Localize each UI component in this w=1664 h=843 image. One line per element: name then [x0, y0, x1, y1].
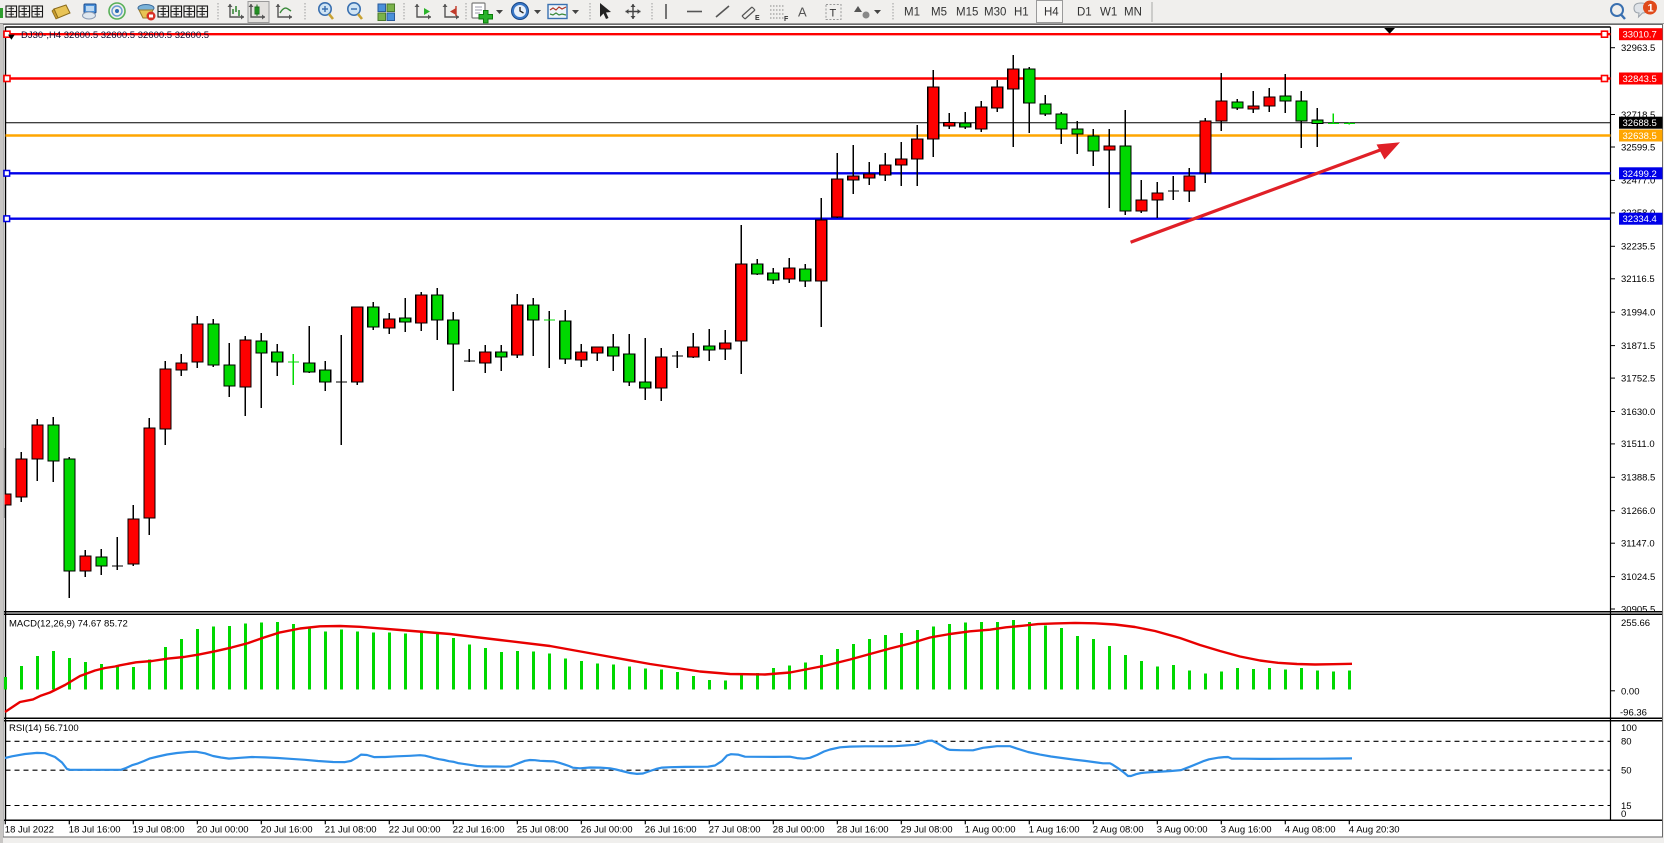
- svg-text:D1: D1: [1077, 7, 1092, 19]
- svg-text:32718.5: 32718.5: [1621, 110, 1655, 121]
- svg-text:18 Jul 16:00: 18 Jul 16:00: [69, 824, 121, 835]
- svg-text:31388.5: 31388.5: [1621, 473, 1655, 484]
- svg-text:M1: M1: [904, 7, 920, 19]
- svg-text:1 Aug 00:00: 1 Aug 00:00: [965, 824, 1016, 835]
- svg-text:20 Jul 16:00: 20 Jul 16:00: [261, 824, 313, 835]
- svg-text:M30: M30: [984, 7, 1006, 19]
- svg-text:0: 0: [1621, 809, 1626, 820]
- svg-text:100: 100: [1621, 723, 1637, 734]
- svg-text:F: F: [784, 16, 789, 23]
- svg-text:22 Jul 00:00: 22 Jul 00:00: [389, 824, 441, 835]
- svg-text:33010.7: 33010.7: [1623, 30, 1657, 41]
- svg-text:M15: M15: [956, 7, 978, 19]
- svg-text:4 Aug 20:30: 4 Aug 20:30: [1349, 824, 1400, 835]
- svg-text:31147.0: 31147.0: [1621, 539, 1655, 550]
- svg-text:3 Aug 00:00: 3 Aug 00:00: [1157, 824, 1208, 835]
- svg-text:18 Jul 2022: 18 Jul 2022: [5, 824, 54, 835]
- svg-text:1: 1: [1648, 3, 1654, 15]
- svg-text:0.00: 0.00: [1621, 686, 1640, 697]
- svg-text:MACD(12,26,9) 74.67 85.72: MACD(12,26,9) 74.67 85.72: [9, 619, 128, 630]
- svg-text:H4: H4: [1044, 7, 1059, 19]
- svg-text:32116.5: 32116.5: [1621, 274, 1655, 285]
- svg-text:RSI(14) 56.7100: RSI(14) 56.7100: [9, 723, 79, 734]
- svg-text:28 Jul 16:00: 28 Jul 16:00: [837, 824, 889, 835]
- svg-text:31871.5: 31871.5: [1621, 341, 1655, 352]
- svg-text:15: 15: [1621, 801, 1632, 812]
- svg-text:29 Jul 08:00: 29 Jul 08:00: [901, 824, 953, 835]
- svg-text:28 Jul 00:00: 28 Jul 00:00: [773, 824, 825, 835]
- svg-text:32235.5: 32235.5: [1621, 242, 1655, 253]
- svg-text:H1: H1: [1014, 7, 1029, 19]
- svg-text:25 Jul 08:00: 25 Jul 08:00: [517, 824, 569, 835]
- svg-text:31994.0: 31994.0: [1621, 308, 1655, 319]
- svg-text:19 Jul 08:00: 19 Jul 08:00: [133, 824, 185, 835]
- svg-text:255.66: 255.66: [1621, 618, 1650, 629]
- svg-text:31752.5: 31752.5: [1621, 373, 1655, 384]
- svg-text:32499.2: 32499.2: [1623, 169, 1657, 180]
- svg-text:-96.36: -96.36: [1620, 708, 1647, 719]
- svg-text:22 Jul 16:00: 22 Jul 16:00: [453, 824, 505, 835]
- svg-text:2 Aug 08:00: 2 Aug 08:00: [1093, 824, 1144, 835]
- svg-text:50: 50: [1621, 766, 1632, 777]
- svg-text:DJ30-,H4 32600.5 32600.5 32600: DJ30-,H4 32600.5 32600.5 32600.5 32600.5: [21, 30, 209, 41]
- svg-text:26 Jul 00:00: 26 Jul 00:00: [581, 824, 633, 835]
- svg-text:80: 80: [1621, 737, 1632, 748]
- svg-text:32638.5: 32638.5: [1623, 131, 1657, 142]
- svg-text:A: A: [798, 5, 807, 20]
- svg-text:31630.0: 31630.0: [1621, 407, 1655, 418]
- svg-text:3 Aug 16:00: 3 Aug 16:00: [1221, 824, 1272, 835]
- svg-text:MN: MN: [1124, 7, 1142, 19]
- svg-text:32477.0: 32477.0: [1621, 176, 1655, 187]
- svg-text:27 Jul 08:00: 27 Jul 08:00: [709, 824, 761, 835]
- svg-text:4 Aug 08:00: 4 Aug 08:00: [1285, 824, 1336, 835]
- svg-text:32334.4: 32334.4: [1623, 214, 1657, 225]
- svg-text:26 Jul 16:00: 26 Jul 16:00: [645, 824, 697, 835]
- svg-text:30905.5: 30905.5: [1621, 604, 1655, 615]
- svg-text:T: T: [830, 8, 837, 20]
- svg-text:31024.5: 31024.5: [1621, 572, 1655, 583]
- svg-text:M5: M5: [931, 7, 947, 19]
- svg-text:31266.0: 31266.0: [1621, 506, 1655, 517]
- svg-text:32843.5: 32843.5: [1623, 74, 1657, 85]
- svg-text:32688.5: 32688.5: [1623, 118, 1657, 129]
- svg-text:E: E: [755, 15, 760, 22]
- svg-text:1 Aug 16:00: 1 Aug 16:00: [1029, 824, 1080, 835]
- svg-text:21 Jul 08:00: 21 Jul 08:00: [325, 824, 377, 835]
- svg-text:32599.5: 32599.5: [1621, 142, 1655, 153]
- svg-text:31511.0: 31511.0: [1621, 439, 1655, 450]
- svg-text:20 Jul 00:00: 20 Jul 00:00: [197, 824, 249, 835]
- svg-text:32963.5: 32963.5: [1621, 43, 1655, 54]
- svg-text:W1: W1: [1100, 7, 1117, 19]
